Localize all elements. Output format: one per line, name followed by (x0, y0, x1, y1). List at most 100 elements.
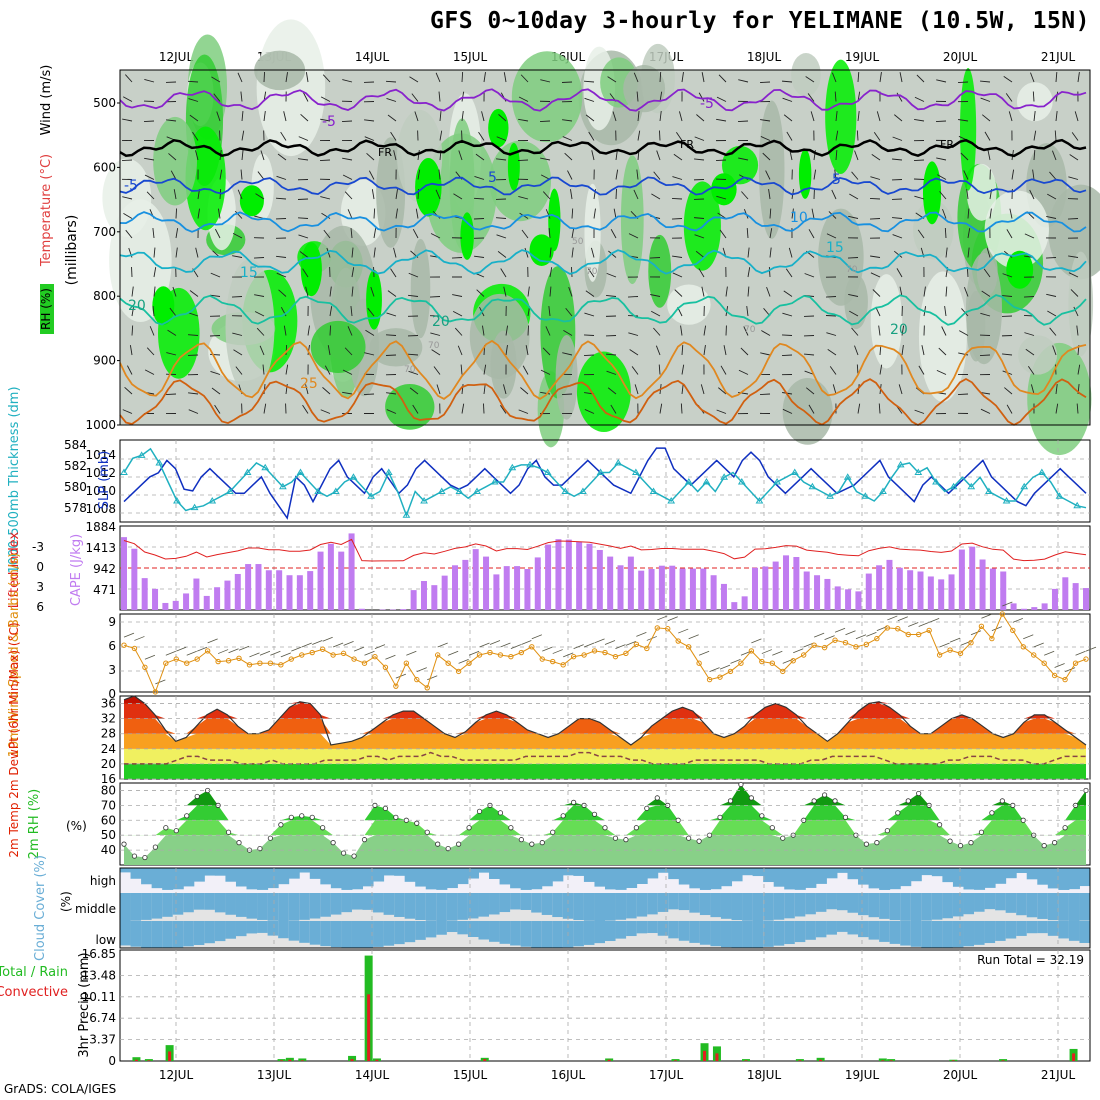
wind-barb (320, 196, 331, 200)
cloud-cell-middle (373, 893, 385, 913)
cape-bar (555, 539, 562, 610)
wind-barb (761, 330, 771, 336)
rh-patch-54 (870, 274, 903, 369)
thickness-line-point (755, 497, 764, 504)
wind-barb (285, 364, 289, 375)
isotherm-label-5: 10 (790, 210, 808, 226)
wind-barb (407, 353, 419, 356)
wind-barb-10m (667, 616, 678, 622)
wind-barb (517, 159, 529, 162)
wind-barb (672, 255, 683, 258)
rh-label-1: 70 (586, 267, 598, 277)
cloud-cell-middle (478, 893, 490, 917)
cloud-cell-high (1037, 868, 1049, 885)
cloud-cell-low (573, 921, 585, 947)
wind-barb (1003, 75, 1013, 83)
cloud-cell-middle (415, 893, 427, 920)
cape-bar (876, 565, 883, 610)
cape-bar (1020, 608, 1027, 610)
rh2m-point (989, 810, 995, 816)
wind-barb (633, 72, 639, 83)
date-bottom-18JUL: 18JUL (747, 1068, 782, 1082)
wind-barb (241, 130, 245, 141)
wind-barb (520, 387, 529, 395)
precip-conv-bar (483, 1059, 487, 1061)
wind-barb (584, 97, 595, 102)
wind-barb-10m (845, 630, 856, 636)
rh-moist-8 (300, 242, 322, 297)
wind-barb (305, 72, 309, 83)
precip-frame (119, 949, 1091, 1062)
cape-bar (989, 568, 996, 610)
wind-barb (1068, 272, 1079, 278)
cape-bar (803, 571, 810, 610)
wind-barb (914, 409, 925, 414)
rh-patch-64 (667, 284, 711, 325)
wind-barb (217, 208, 221, 219)
wind-speed-point (173, 656, 179, 662)
cloud-cell-middle (1037, 893, 1049, 919)
wind-barb (673, 153, 683, 161)
isotherm-10 (119, 211, 1087, 233)
wind-barb (1052, 345, 1057, 356)
rh2m-point (633, 825, 639, 831)
cloud-cell-high (415, 868, 427, 887)
wind-barb (703, 345, 706, 356)
wind-barb (498, 114, 507, 122)
rh2m-point (842, 814, 849, 820)
wind-speed-point (299, 652, 305, 658)
cape-bar (327, 543, 334, 610)
wind-barb (540, 79, 551, 83)
wind-barb (1077, 364, 1081, 375)
thickness-line-point (879, 487, 887, 494)
wind-barb (146, 347, 155, 356)
wind-speed-point (936, 652, 943, 658)
wind-barb (373, 247, 376, 258)
wind-barb (144, 157, 155, 161)
rh-moist-1 (507, 142, 520, 191)
wind-barb (870, 176, 881, 180)
wind-barb-10m (144, 654, 156, 660)
rh-moist-6 (415, 158, 442, 217)
wind-speed-point (780, 668, 786, 675)
thickness-axis-label: 1000-500mb Thickness (dm) (7, 386, 22, 573)
wind-speed-point (926, 627, 932, 634)
wind-barb (429, 296, 441, 298)
cloud-cell-high (404, 868, 416, 882)
rh2m-point (278, 822, 284, 828)
wind-barb (121, 159, 133, 162)
wind-barb (131, 325, 134, 336)
cloud-cell-middle (130, 893, 142, 921)
cloud-level-high: high (90, 874, 116, 888)
cloud-cell-high (720, 868, 733, 887)
wind-barb (143, 120, 155, 123)
wind-barb (297, 217, 309, 219)
wind-barb (387, 114, 397, 122)
cape-bar (503, 566, 510, 610)
wind-barb (439, 130, 443, 141)
cloud-cell-middle (446, 893, 458, 921)
wind-barb (1055, 384, 1058, 395)
wind-barb (1055, 403, 1059, 414)
rh-patch-57 (818, 208, 864, 306)
wind-barb-10m (1044, 650, 1055, 656)
wind-barb (307, 325, 310, 336)
precip-total-bar (999, 1059, 1008, 1061)
wind-barb (766, 286, 771, 297)
rh2m-point (550, 829, 556, 835)
wind-barb (878, 403, 881, 414)
cloud-cell-high (868, 868, 880, 889)
wind-speed-point (633, 641, 640, 648)
rh2m-point (435, 841, 441, 847)
isotherm-25 (119, 339, 1087, 400)
precip-total-bar (816, 1057, 825, 1061)
date-bottom-21JUL: 21JUL (1041, 1068, 1076, 1082)
wind-barb-10m (468, 650, 480, 656)
cloud-cell-high (952, 868, 964, 887)
cape-bar (234, 573, 241, 610)
cape-bar (834, 586, 841, 610)
rh2m-point (769, 825, 775, 831)
wind-barb (1076, 403, 1079, 414)
wind-barb (241, 150, 244, 161)
wind-barb (298, 158, 309, 161)
